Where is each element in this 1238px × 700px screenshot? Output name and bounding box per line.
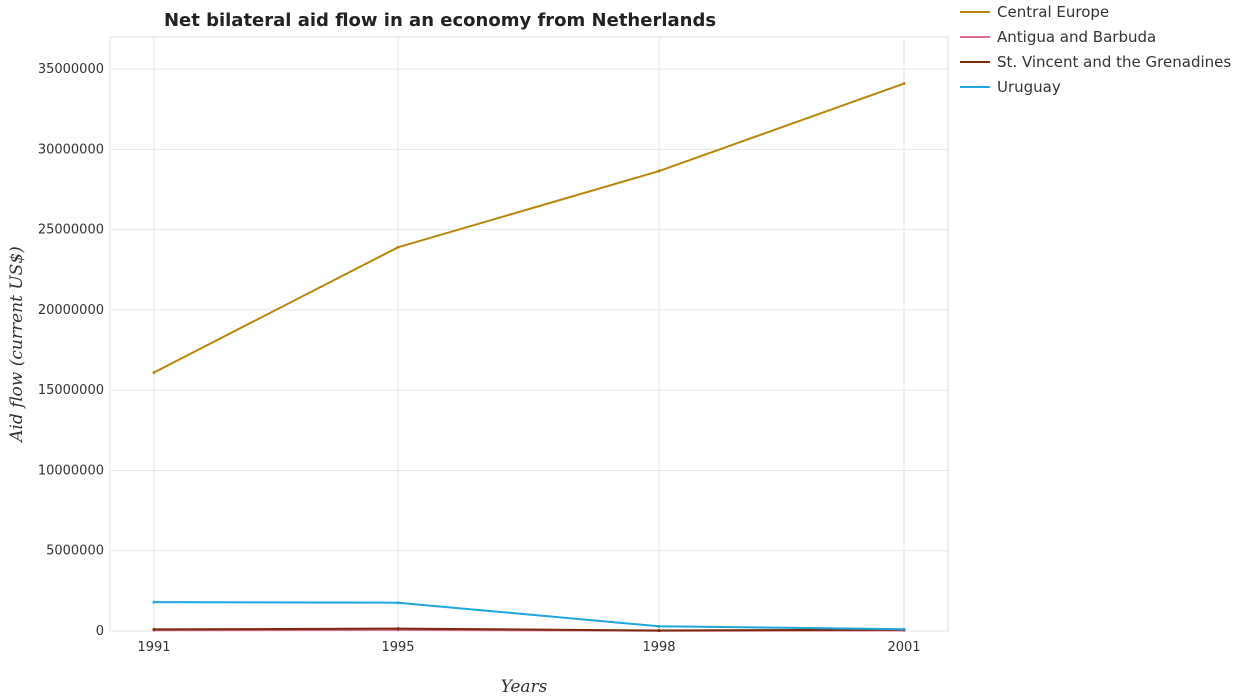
data-point [657, 624, 661, 628]
y-axis-ticks: 0 5000000 10000000 15000000 20000000 25000000… [38, 62, 104, 639]
series-line-2 [153, 627, 905, 632]
data-point [396, 245, 400, 249]
y-tick-label: 20000000 [38, 303, 104, 318]
series-line-3 [153, 601, 905, 631]
grid [109, 36, 949, 632]
x-axis-ticks: 1991 1995 1998 2001 [137, 640, 920, 655]
y-tick-label: 25000000 [38, 223, 104, 238]
x-tick-label: 1998 [642, 640, 675, 655]
data-point [902, 82, 906, 86]
series-line-0 [153, 82, 905, 374]
y-tick-label: 15000000 [38, 383, 104, 398]
data-point [396, 627, 400, 631]
legend: Central Europe Antigua and Barbuda St. Vin… [960, 3, 1231, 96]
x-tick-label: 1995 [381, 640, 414, 655]
data-point [902, 627, 906, 631]
y-tick-label: 0 [96, 624, 104, 639]
y-tick-label: 35000000 [38, 62, 104, 77]
data-point [152, 627, 156, 631]
y-tick-label: 5000000 [46, 544, 104, 559]
x-tick-label: 1991 [137, 640, 170, 655]
x-tick-label: 2001 [887, 640, 920, 655]
data-point [396, 601, 400, 605]
y-axis-label: Aid flow (current US$) [7, 246, 27, 444]
legend-label: St. Vincent and the Grenadines [997, 53, 1231, 71]
chart-title: Net bilateral aid flow in an economy fro… [164, 10, 716, 31]
x-axis-label: Years [501, 677, 548, 697]
data-point [657, 629, 661, 633]
legend-label: Antigua and Barbuda [997, 28, 1156, 46]
data-point [152, 600, 156, 604]
legend-label: Uruguay [997, 78, 1061, 96]
data-point [657, 169, 661, 173]
series-lines [152, 82, 906, 633]
y-tick-label: 10000000 [38, 463, 104, 478]
data-point [152, 371, 156, 375]
y-tick-label: 30000000 [38, 142, 104, 157]
plot-frame [109, 36, 949, 632]
legend-label: Central Europe [997, 3, 1109, 21]
